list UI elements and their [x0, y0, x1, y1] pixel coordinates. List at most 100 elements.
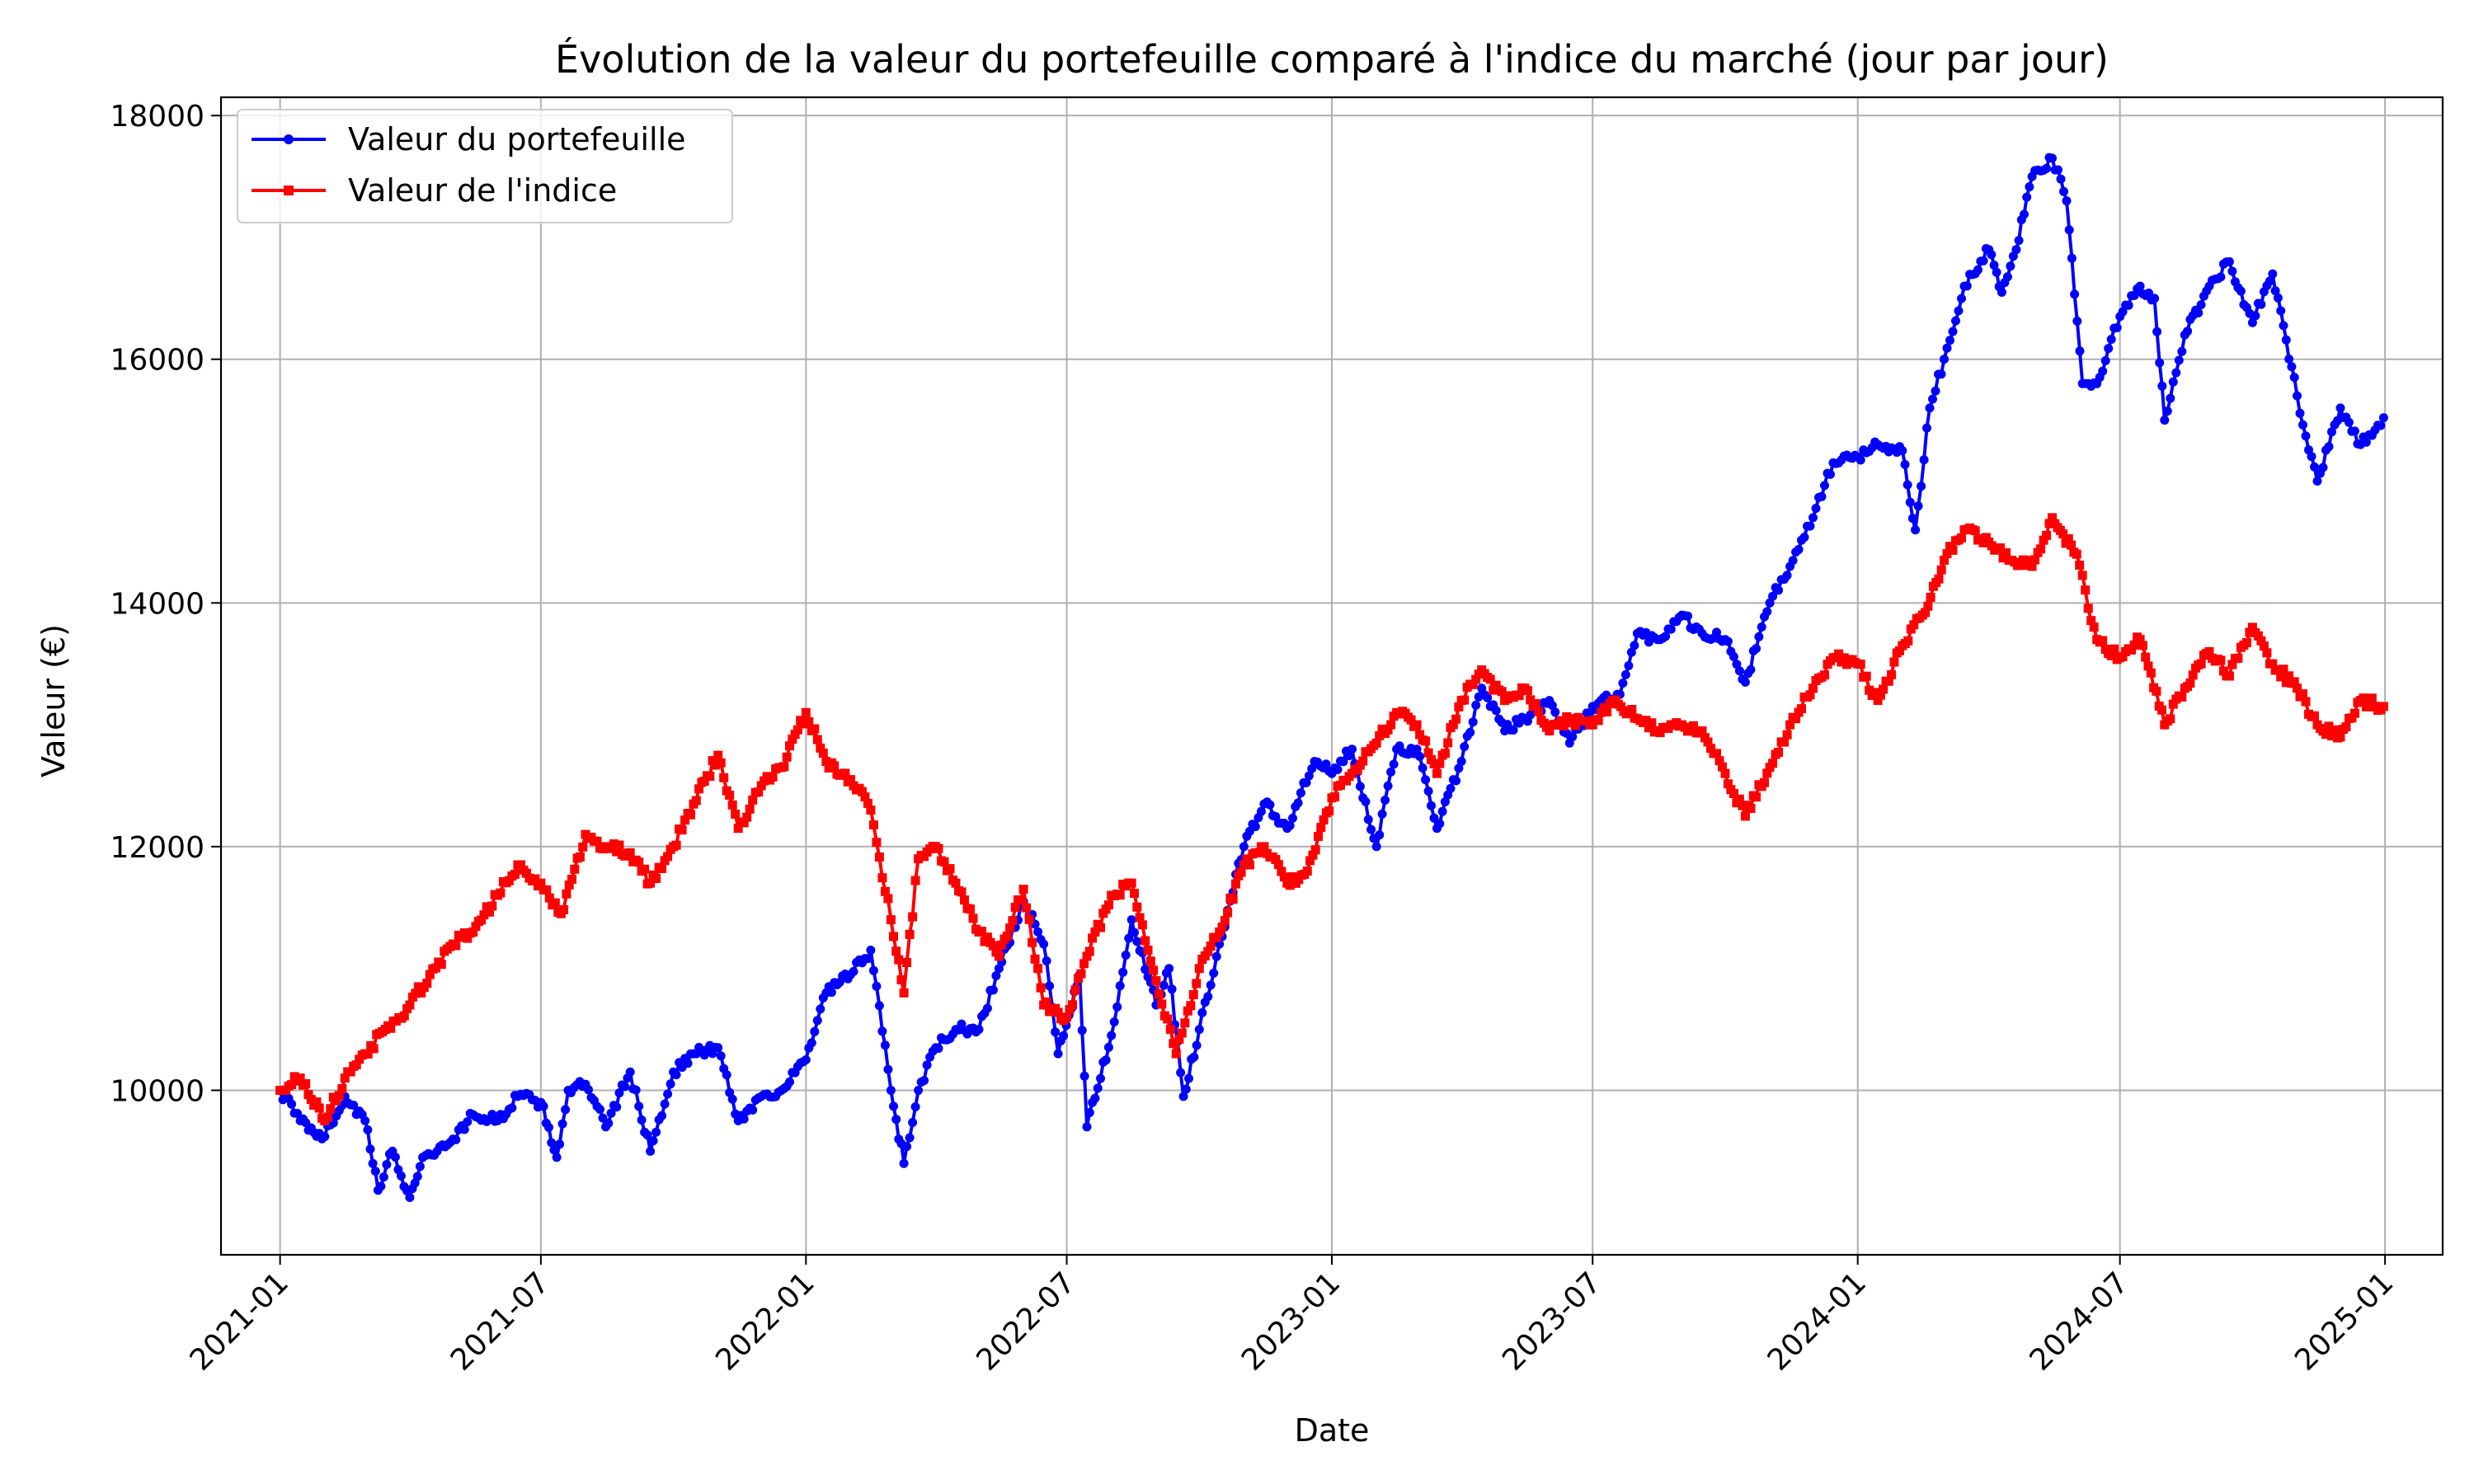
data-point-indice: [570, 864, 580, 874]
data-point-indice: [2301, 697, 2311, 707]
data-point-indice: [1314, 832, 1323, 841]
data-point-indice: [1774, 748, 1784, 757]
data-point-indice: [968, 913, 978, 923]
data-point-indice: [2367, 693, 2377, 703]
data-point-portefeuille: [1250, 822, 1260, 832]
data-point-indice: [521, 868, 531, 878]
data-point-portefeuille: [1412, 744, 1422, 754]
data-point-indice: [785, 741, 794, 751]
data-point-indice: [1090, 927, 1100, 937]
data-point-portefeuille: [1361, 796, 1371, 806]
data-point-indice: [312, 1097, 322, 1107]
data-point-indice: [1545, 726, 1554, 735]
data-point-indice: [1302, 866, 1312, 876]
data-point-portefeuille: [2301, 431, 2311, 441]
data-point-portefeuille: [1508, 726, 1518, 735]
data-point-indice: [1435, 758, 1445, 768]
data-point-indice: [1421, 736, 1431, 746]
data-point-portefeuille: [379, 1172, 388, 1182]
data-point-portefeuille: [2268, 269, 2278, 279]
data-point-indice: [1936, 565, 1946, 575]
data-point-portefeuille: [816, 1004, 825, 1014]
data-point-indice: [1253, 848, 1263, 857]
data-point-indice: [977, 927, 986, 936]
data-point-portefeuille: [1167, 984, 1177, 994]
data-point-indice: [1734, 794, 1744, 804]
data-point-portefeuille: [2104, 344, 2114, 354]
data-point-indice: [1706, 744, 1715, 754]
data-point-indice: [1137, 920, 1147, 930]
data-point-indice: [1319, 815, 1329, 824]
data-point-indice: [1053, 1007, 1063, 1017]
data-point-portefeuille: [922, 1060, 932, 1070]
data-point-indice: [821, 757, 831, 766]
data-point-portefeuille: [2289, 373, 2299, 383]
data-point-indice: [1647, 718, 1657, 728]
data-point-portefeuille: [1239, 842, 1249, 852]
data-point-indice: [1497, 687, 1507, 697]
data-point-portefeuille: [1666, 624, 1676, 634]
data-point-portefeuille: [625, 1067, 635, 1077]
data-point-portefeuille: [561, 1105, 571, 1115]
data-point-indice: [2247, 622, 2257, 632]
data-point-indice: [606, 843, 616, 853]
data-point-indice: [818, 749, 828, 758]
data-point-indice: [485, 907, 494, 917]
data-point-indice: [1762, 768, 1772, 778]
data-point-indice: [413, 982, 423, 992]
data-point-indice: [471, 922, 481, 932]
data-point-portefeuille: [2376, 420, 2386, 430]
data-point-indice: [1062, 1012, 1071, 1022]
data-point-portefeuille: [1826, 469, 1835, 479]
data-point-indice: [2364, 702, 2374, 711]
data-point-indice: [578, 842, 588, 852]
data-point-portefeuille: [2100, 356, 2110, 365]
data-point-indice: [2138, 641, 2147, 650]
data-point-indice: [2298, 689, 2307, 699]
data-point-portefeuille: [1954, 306, 1964, 316]
data-point-portefeuille: [1121, 951, 1131, 960]
data-point-portefeuille: [1900, 459, 1910, 469]
data-point-portefeuille: [1112, 1002, 1122, 1012]
data-point-indice: [1432, 768, 1442, 778]
data-point-portefeuille: [1194, 1025, 1204, 1035]
data-point-portefeuille: [1752, 644, 1761, 654]
data-point-portefeuille: [365, 1144, 375, 1154]
data-point-portefeuille: [683, 1059, 693, 1068]
data-point-portefeuille: [1077, 1026, 1087, 1036]
data-point-indice: [2089, 622, 2099, 632]
data-point-portefeuille: [363, 1125, 373, 1134]
data-point-portefeuille: [1948, 326, 1958, 336]
data-point-portefeuille: [1333, 765, 1343, 774]
data-point-portefeuille: [785, 1077, 794, 1087]
data-point-indice: [866, 805, 876, 815]
data-point-indice: [592, 836, 602, 846]
data-point-indice: [295, 1073, 305, 1083]
data-point-indice: [2177, 693, 2187, 702]
data-point-portefeuille: [1624, 661, 1634, 670]
data-point-indice: [824, 763, 834, 773]
data-point-portefeuille: [988, 985, 998, 995]
data-point-indice: [945, 864, 955, 874]
data-point-indice: [1130, 889, 1139, 898]
data-point-indice: [2273, 665, 2283, 674]
data-point-indice: [663, 852, 673, 862]
data-point-indice: [2048, 513, 2057, 523]
data-point-portefeuille: [1729, 652, 1738, 661]
data-point-portefeuille: [1856, 455, 1865, 465]
data-point-portefeuille: [544, 1123, 553, 1132]
data-point-indice: [1010, 902, 1020, 912]
data-point-indice: [804, 717, 814, 726]
data-point-indice: [1271, 855, 1281, 864]
data-point-indice: [1145, 956, 1155, 966]
data-point-portefeuille: [2298, 420, 2307, 430]
data-point-indice: [2289, 677, 2299, 687]
data-point-indice: [2075, 561, 2085, 570]
data-point-portefeuille: [2048, 153, 2057, 163]
data-point-portefeuille: [801, 1055, 811, 1064]
data-point-indice: [1760, 777, 1769, 787]
data-point-indice: [1005, 923, 1015, 933]
data-point-portefeuille: [1197, 1007, 1207, 1017]
data-point-indice: [951, 878, 961, 888]
data-point-portefeuille: [648, 1136, 658, 1146]
